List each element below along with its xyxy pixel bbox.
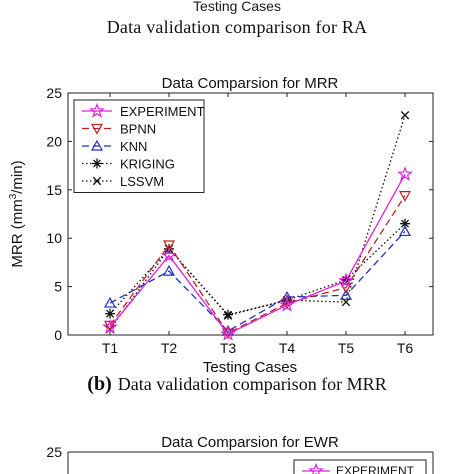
plot-frame — [67, 92, 434, 336]
figure-caption-b: (b) Data validation comparison for MRR — [0, 373, 474, 396]
series-experiment — [102, 166, 413, 341]
series-line — [109, 230, 406, 332]
y-axis-label: MRR (mm3/min) — [8, 160, 26, 267]
x-tick-label: T6 — [397, 340, 414, 356]
x-tick-label: T1 — [102, 340, 119, 356]
data-point-x — [92, 176, 102, 186]
data-point-triangle-up — [280, 291, 294, 302]
x-axis-ticks: T1 T2 T3 T4 T5 T6 — [102, 93, 414, 356]
data-point-star — [102, 319, 118, 334]
legend-label: LSSVM — [120, 174, 164, 189]
y-tick-label: 25 — [46, 85, 62, 101]
data-point-star — [338, 272, 354, 288]
series-knn — [103, 225, 412, 336]
legend-entry: LSSVM — [82, 174, 164, 189]
data-point-asterisk — [105, 308, 115, 319]
mrr-chart: Data Comparsion for MRR Testing Cases MR… — [8, 75, 434, 376]
x-tick-label: T2 — [161, 340, 178, 356]
series-line — [109, 195, 406, 334]
y-tick-label: 0 — [54, 327, 62, 343]
data-point-triangle-up — [103, 296, 117, 308]
data-point-star — [89, 102, 105, 118]
legend-entry: EXPERIMENT — [82, 102, 205, 119]
data-point-triangle-down — [90, 123, 104, 135]
y-tick-label: 15 — [46, 182, 62, 198]
y-axis-ticks: 0 5 10 15 20 25 — [46, 85, 433, 343]
y-tick-label: 20 — [46, 133, 62, 149]
legend-label: KRIGING — [120, 157, 175, 172]
caption-text: Data validation comparison for MRR — [117, 374, 387, 394]
legend-label: KNN — [120, 139, 147, 154]
ewr-chart-title: Data Comparsion for EWR — [161, 434, 339, 451]
previous-chart-xlabel: Testing Cases — [193, 0, 281, 14]
series-line — [109, 173, 406, 335]
data-point-triangle-up — [90, 139, 104, 151]
ewr-legend-label: EXPERIMENT — [336, 464, 415, 474]
data-point-star — [397, 166, 413, 182]
caption-tag: (b) — [87, 373, 112, 395]
legend-label: EXPERIMENT — [120, 104, 205, 119]
chart-title: Data Comparsion for MRR — [162, 75, 339, 92]
legend-entry: BPNN — [82, 122, 156, 137]
data-point-triangle-down — [398, 191, 412, 202]
y-tick-label: 10 — [46, 230, 62, 246]
previous-chart-caption: Data validation comparison for RA — [106, 17, 368, 37]
x-tick-label: T3 — [220, 340, 237, 356]
y-tick-label: 5 — [54, 279, 62, 295]
x-axis-label: Testing Cases — [203, 359, 297, 376]
legend: EXPERIMENT BPNN KNN KRIGING LSSVM — [73, 99, 205, 193]
data-point-triangle-down — [162, 240, 176, 252]
x-tick-label: T4 — [279, 340, 296, 356]
data-point-star — [161, 247, 177, 263]
data-point-triangle-up — [398, 225, 412, 237]
ewr-ytick-label: 25 — [46, 444, 62, 460]
legend-label: BPNN — [120, 122, 156, 137]
ewr-chart-partial: Data Comparsion for EWR 25 EXPERIMENT — [46, 434, 434, 474]
series-layer — [102, 111, 413, 341]
data-point-triangle-up — [339, 289, 353, 300]
data-point-x — [400, 111, 410, 120]
data-point-triangle-up — [162, 264, 176, 276]
series-line — [109, 223, 406, 316]
data-point-asterisk — [223, 309, 233, 320]
legend-entry: KRIGING — [82, 157, 175, 172]
legend-entry: KNN — [82, 139, 147, 154]
x-tick-label: T5 — [338, 340, 355, 356]
data-point-star — [279, 296, 295, 312]
data-point-star — [220, 325, 236, 341]
data-point-asterisk — [92, 158, 102, 169]
series-bpnn — [103, 191, 412, 340]
